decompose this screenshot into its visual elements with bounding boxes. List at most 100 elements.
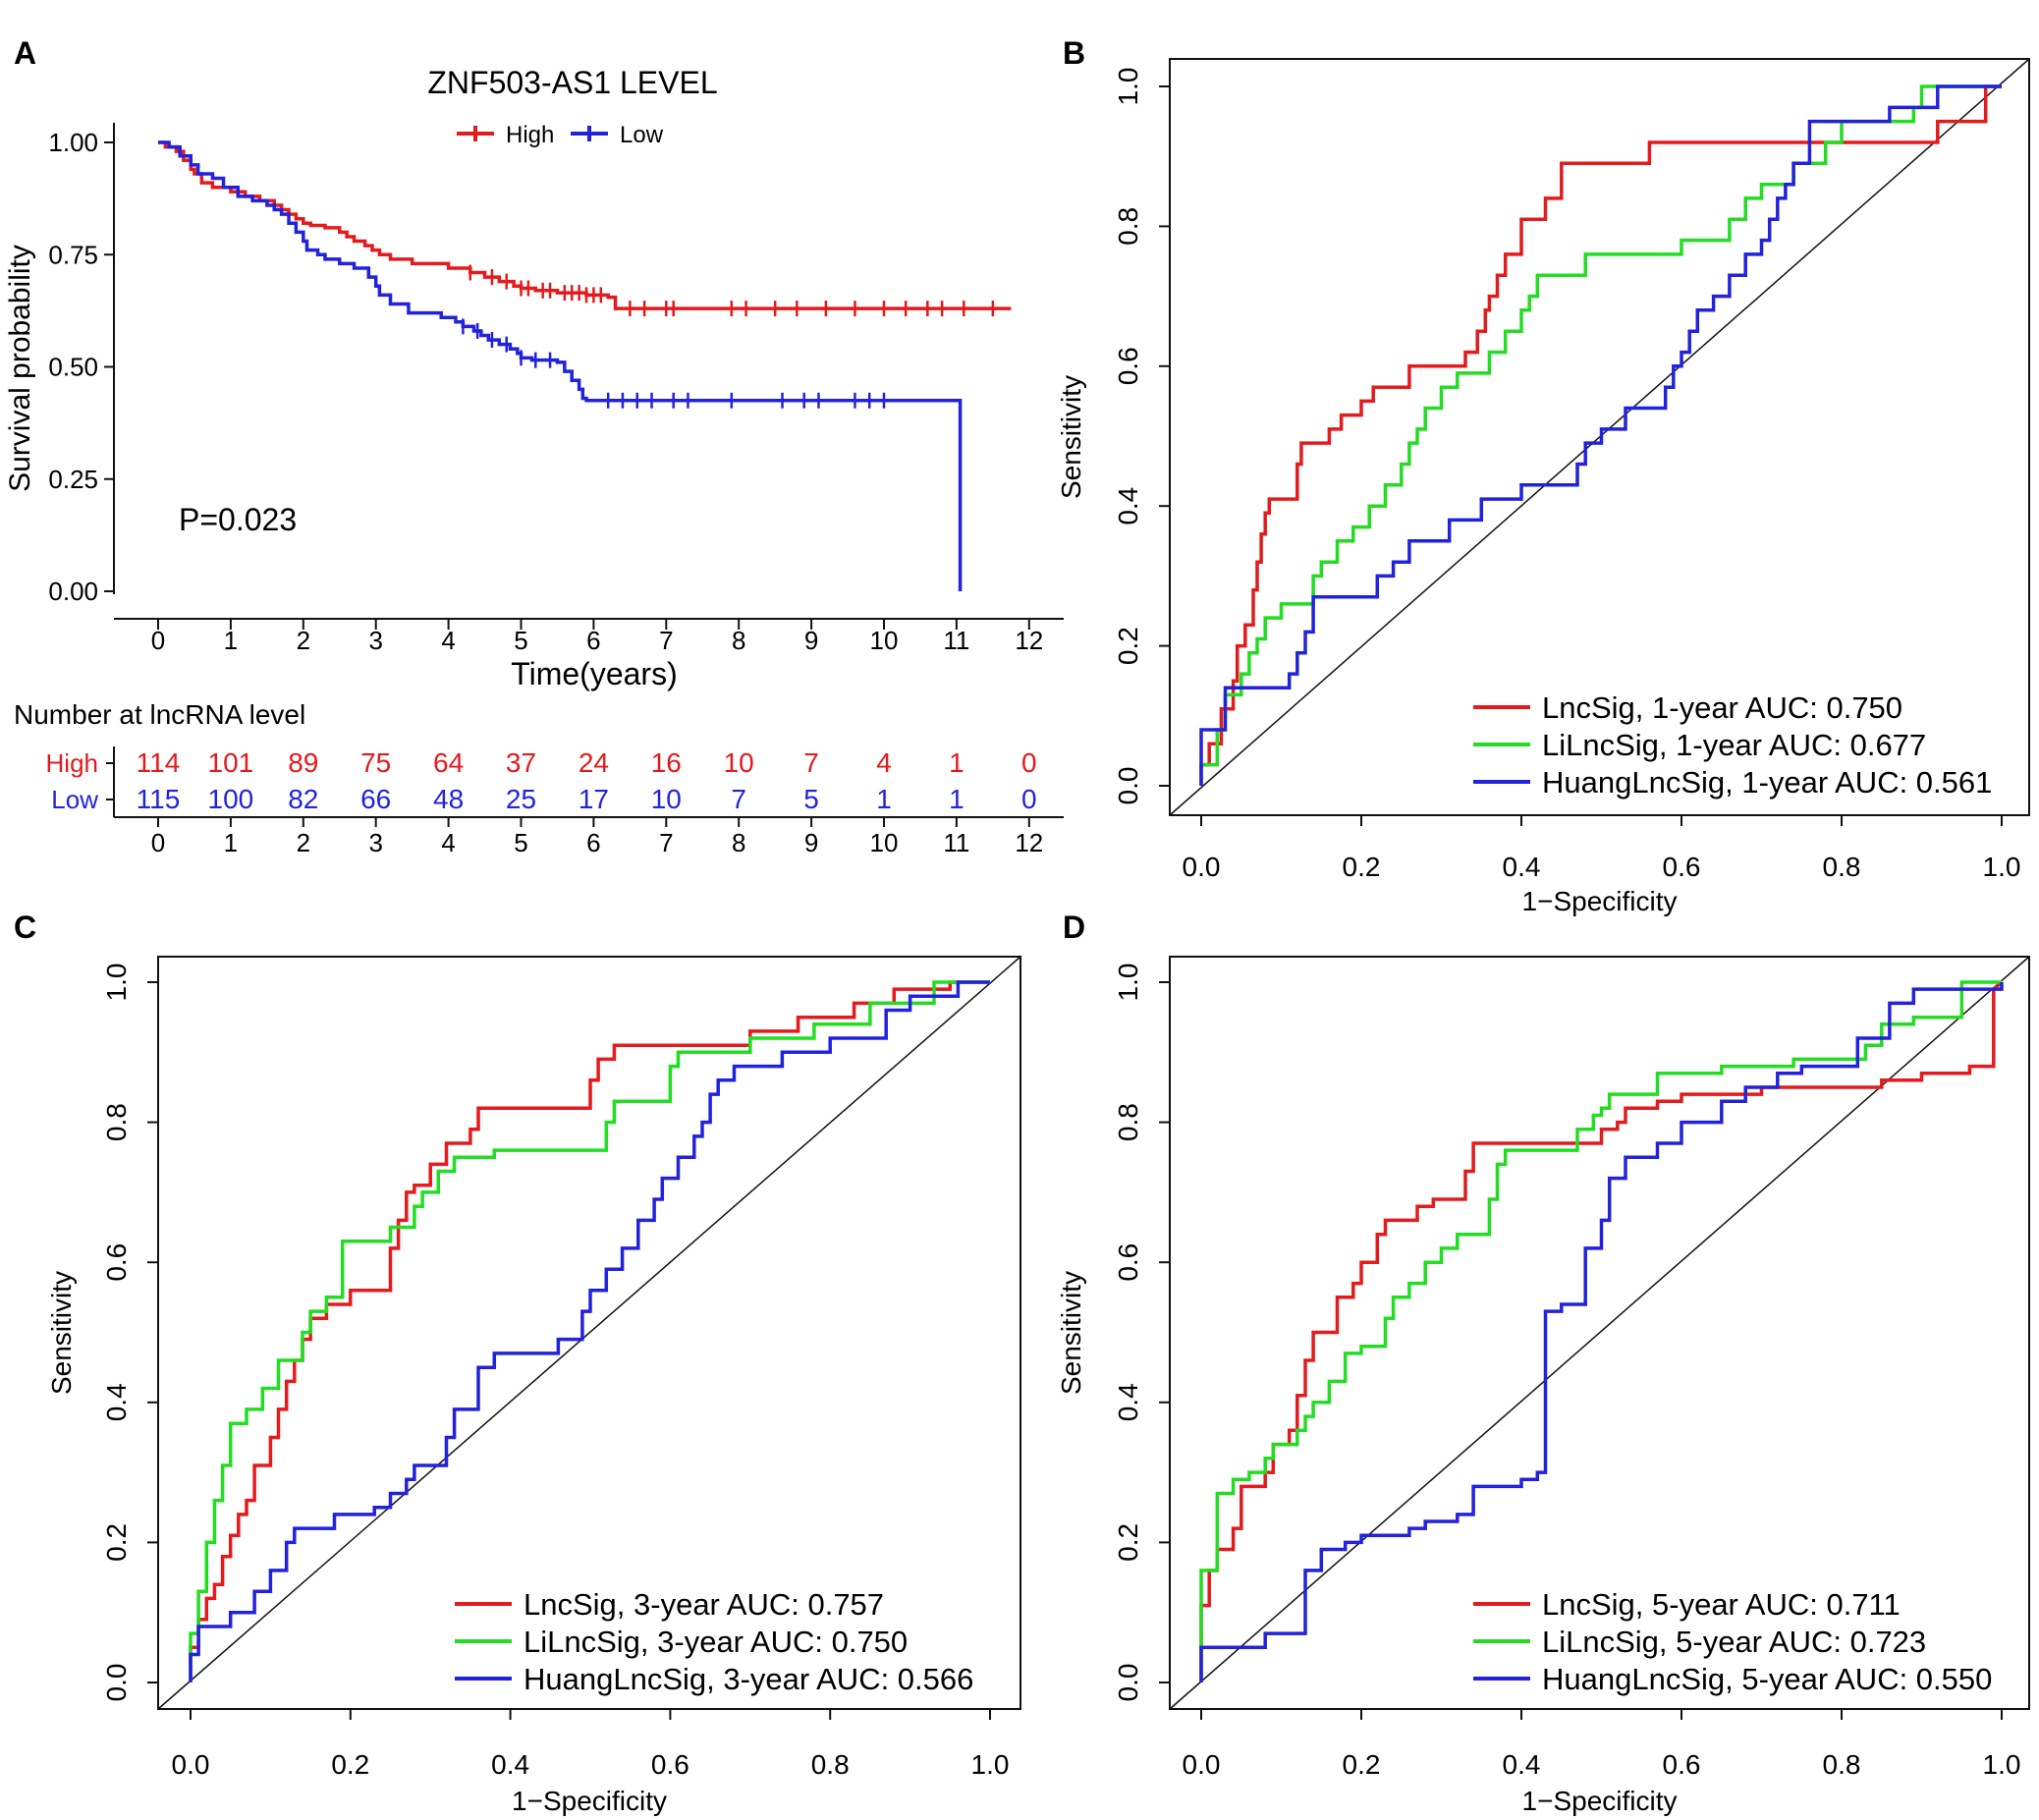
roc-c-legend-label: HuangLncSig, 3-year AUC: 0.566 — [524, 1662, 973, 1696]
roc-panel-b: 0.0 0.2 0.4 0.6 0.8 1.0 0.0 0.2 0.4 0.6 0.8 1.0 1−Sp… — [1056, 58, 2030, 916]
roc-c-ytick-label: 0.8 — [101, 1103, 132, 1141]
risk-xtick-label: 12 — [1015, 828, 1043, 857]
roc-b-xtick-label: 1.0 — [1983, 852, 2021, 882]
km-ytick-label: 0.00 — [48, 577, 98, 606]
roc-b-plot-box — [1169, 58, 2030, 816]
km-ytick-label: 1.00 — [48, 128, 98, 157]
roc-d-ytick-label: 0.0 — [1113, 1664, 1143, 1702]
roc-c-xtick-label: 1.0 — [971, 1749, 1010, 1780]
roc-b-xtick-label: 0.4 — [1503, 852, 1541, 882]
km-curve-high — [158, 140, 1012, 310]
risk-xtick-label: 7 — [659, 828, 673, 857]
roc-b-xtick-label: 0.2 — [1343, 852, 1381, 882]
risk-count: 7 — [731, 784, 746, 814]
roc-c-ylabel: Sensitivity — [46, 1271, 77, 1395]
roc-d-legend-label: LncSig, 5-year AUC: 0.711 — [1542, 1587, 1901, 1622]
risk-xtick-label: 4 — [441, 828, 455, 857]
risk-count: 1 — [876, 784, 892, 814]
roc-c-xtick-label: 0.8 — [811, 1749, 850, 1780]
roc-d-curve-blue — [1199, 982, 2004, 1682]
risk-count: 7 — [803, 747, 819, 778]
roc-b-curve-green — [1199, 84, 2002, 786]
roc-b-legend-label: LiLncSig, 1-year AUC: 0.677 — [1542, 728, 1926, 762]
roc-c-ytick-label: 0.6 — [101, 1243, 132, 1282]
roc-d-ytick-label: 0.8 — [1113, 1103, 1143, 1141]
roc-d-xtick-label: 0.0 — [1183, 1749, 1221, 1780]
panel-label-c: C — [14, 910, 36, 945]
risk-count: 0 — [1021, 747, 1037, 778]
risk-xtick-label: 5 — [514, 828, 527, 857]
risk-count: 4 — [876, 747, 892, 778]
roc-b-reference-diagonal — [1169, 58, 2030, 816]
risk-xtick-label: 3 — [368, 828, 382, 857]
risk-count: 16 — [651, 747, 682, 778]
roc-b-ytick-label: 1.0 — [1113, 68, 1143, 106]
roc-c-curve-red — [189, 980, 990, 1682]
roc-d-plot-box — [1169, 956, 2030, 1710]
risk-count: 48 — [433, 784, 464, 814]
risk-count: 17 — [579, 784, 609, 814]
km-legend-high-label: High — [506, 122, 554, 148]
roc-c-curve-blue — [189, 980, 990, 1682]
roc-c-legend-label: LncSig, 3-year AUC: 0.757 — [524, 1587, 884, 1622]
roc-c-xtick-label: 0.2 — [331, 1749, 369, 1780]
km-xtick-label: 1 — [224, 626, 238, 655]
risk-row-label-high: High — [46, 748, 98, 778]
risk-count: 1 — [949, 784, 964, 814]
roc-d-xtick-label: 1.0 — [1983, 1749, 2021, 1780]
roc-d-legend-label: HuangLncSig, 5-year AUC: 0.550 — [1542, 1662, 1992, 1696]
roc-b-legend-label: LncSig, 1-year AUC: 0.750 — [1542, 690, 1902, 725]
km-ytick-label: 0.75 — [48, 240, 98, 269]
roc-d-ytick-label: 1.0 — [1113, 964, 1143, 1002]
risk-count: 115 — [137, 784, 181, 814]
roc-c-ytick-label: 0.4 — [101, 1383, 132, 1421]
risk-row-label-low: Low — [51, 785, 98, 814]
roc-d-xlabel: 1−Specificity — [1522, 1786, 1678, 1816]
km-curve-low — [158, 140, 963, 591]
km-ytick-label: 0.50 — [48, 353, 98, 382]
km-legend-low-label: Low — [620, 122, 664, 148]
roc-d-legend-label: LiLncSig, 5-year AUC: 0.723 — [1542, 1625, 1926, 1659]
roc-c-xlabel: 1−Specificity — [512, 1786, 667, 1816]
risk-xtick-label: 0 — [151, 828, 165, 857]
risk-xtick-label: 2 — [297, 828, 310, 857]
risk-xtick-label: 10 — [870, 828, 899, 857]
risk-xtick-label: 8 — [732, 828, 745, 857]
risk-xtick-label: 1 — [224, 828, 238, 857]
roc-b-ytick-label: 0.2 — [1113, 627, 1143, 665]
panel-label-a: A — [14, 35, 36, 71]
km-xtick-label: 3 — [368, 626, 382, 655]
roc-d-ytick-label: 0.2 — [1113, 1523, 1143, 1562]
km-xlabel: Time(years) — [511, 656, 677, 691]
roc-panel-c: 0.0 0.2 0.4 0.6 0.8 1.0 0.0 0.2 0.4 0.6 0.8 1.0 1−Sp… — [46, 956, 1021, 1816]
roc-b-ylabel: Sensitivity — [1056, 375, 1086, 499]
roc-b-ytick-label: 0.8 — [1113, 207, 1143, 246]
risk-xtick-label: 11 — [943, 828, 969, 857]
km-xtick-label: 10 — [870, 626, 899, 655]
panel-label-b: B — [1063, 35, 1085, 71]
roc-d-xtick-label: 0.2 — [1343, 1749, 1381, 1780]
risk-count: 25 — [506, 784, 536, 814]
roc-c-curve-green — [189, 980, 990, 1682]
risk-count: 1 — [949, 747, 964, 778]
km-xtick-label: 0 — [151, 626, 165, 655]
roc-d-ytick-label: 0.4 — [1113, 1383, 1143, 1421]
roc-d-xtick-label: 0.6 — [1663, 1749, 1701, 1780]
roc-c-xtick-label: 0.0 — [172, 1749, 210, 1780]
km-xtick-label: 8 — [732, 626, 745, 655]
roc-c-ytick-label: 0.2 — [101, 1523, 132, 1562]
risk-count: 75 — [360, 747, 391, 778]
roc-c-plot-box — [157, 956, 1021, 1710]
km-xtick-label: 4 — [441, 626, 455, 655]
risk-count: 24 — [579, 747, 609, 778]
km-pvalue: P=0.023 — [179, 502, 297, 537]
risk-count: 10 — [724, 747, 754, 778]
km-xtick-label: 6 — [586, 626, 600, 655]
risk-count: 64 — [433, 747, 464, 778]
panel-label-d: D — [1063, 910, 1085, 945]
roc-d-xtick-label: 0.4 — [1503, 1749, 1541, 1780]
risk-count: 0 — [1021, 784, 1037, 814]
roc-b-xlabel: 1−Specificity — [1522, 886, 1678, 916]
roc-b-legend-label: HuangLncSig, 1-year AUC: 0.561 — [1542, 765, 1992, 800]
